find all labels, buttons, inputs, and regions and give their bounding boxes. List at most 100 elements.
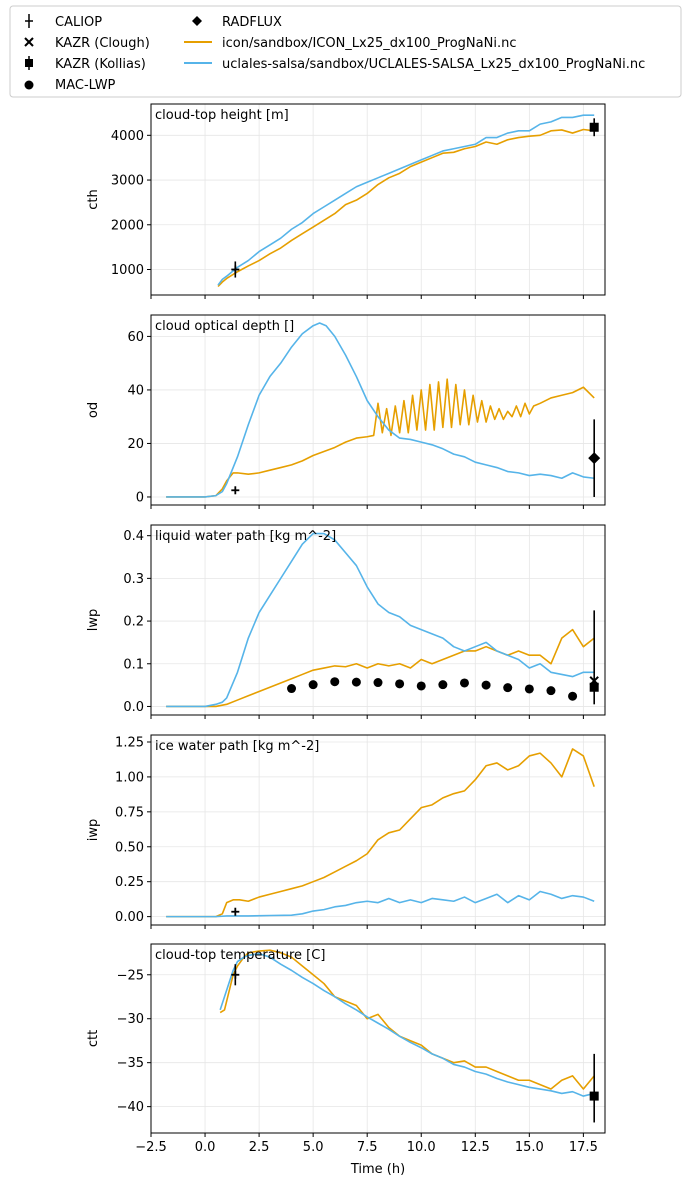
lwp-ytick-label: 0.4 [123, 529, 144, 544]
xtick-label: 12.5 [461, 1140, 490, 1155]
lwp-ylabel: lwp [86, 609, 101, 632]
lwp-obs-mac-lwp-marker [330, 677, 340, 687]
od-series-icon [166, 378, 595, 498]
lwp-obs-mac-lwp-marker [438, 680, 448, 690]
iwp-ytick-label: 1.25 [115, 735, 144, 750]
iwp-axes-frame [150, 734, 606, 926]
od-axes-frame [150, 314, 606, 506]
legend-label-uclales: uclales-salsa/sandbox/UCLALES-SALSA_Lx25… [222, 57, 645, 72]
panel-ctt: −40 −35 −30 −25 −2.5 0.0 2.5 5.0 7.5 10.0 12.5 15.0… [86, 943, 606, 1155]
legend-item-kazr-clough: KAZR (Clough) [24, 36, 150, 51]
ctt-ylabel: ctt [86, 1030, 101, 1047]
ctt-obs-kazr-kollias-marker [589, 1091, 599, 1101]
lwp-grid [150, 525, 605, 715]
lwp-series-uclales [166, 532, 595, 708]
cth-grid [150, 104, 605, 295]
lwp-obs-mac-lwp-marker [373, 678, 383, 688]
ctt-observations [231, 964, 599, 1123]
lwp-obs-kazr-kollias-marker [589, 682, 599, 692]
iwp-series-uclales [166, 890, 595, 918]
cth-yticks: 1000 2000 3000 4000 [111, 129, 151, 278]
lwp-obs-mac-lwp-marker [481, 680, 491, 690]
od-obs-radflux-marker [588, 452, 601, 465]
lwp-yticks: 0.0 0.1 0.2 0.3 0.4 [123, 529, 151, 715]
xtick-label: 2.5 [249, 1140, 270, 1155]
od-ylabel: od [86, 402, 101, 418]
xtick-label: 15.0 [515, 1140, 544, 1155]
cth-ytick-label: 3000 [111, 174, 144, 189]
cth-series-uclales [217, 114, 595, 286]
iwp-xticks [150, 925, 584, 929]
xtick-label: 10.0 [407, 1140, 436, 1155]
lwp-ytick-label: 0.3 [123, 572, 144, 587]
iwp-yticks: 0.00 0.25 0.50 0.75 1.00 1.25 [115, 735, 151, 925]
legend-label-radflux: RADFLUX [222, 15, 282, 30]
iwp-ytick-label: 0.25 [115, 875, 144, 890]
lwp-xticks [150, 715, 584, 719]
lwp-ytick-label: 0.0 [123, 700, 144, 715]
mac-lwp-marker-icon [24, 80, 34, 90]
lwp-obs-mac-lwp-marker [395, 679, 405, 689]
iwp-grid [150, 735, 605, 925]
ctt-grid [150, 944, 605, 1133]
od-yticks: 0 20 40 60 [127, 330, 151, 505]
panel-cth: 1000 2000 3000 4000 cloud-top height [m] cth [86, 103, 606, 299]
od-ytick-label: 40 [127, 383, 144, 398]
ctt-title: cloud-top temperature [C] [155, 948, 325, 963]
lwp-axes-frame [150, 524, 606, 716]
cth-observations [231, 118, 599, 278]
xlabel: Time (h) [350, 1162, 405, 1177]
ctt-ytick-label: −25 [117, 968, 144, 983]
xtick-label: 5.0 [303, 1140, 324, 1155]
iwp-ytick-label: 0.50 [115, 840, 144, 855]
lwp-series [166, 532, 595, 708]
legend-item-caliop: CALIOP [25, 14, 102, 30]
od-ytick-label: 0 [136, 490, 144, 505]
legend-label-mac-lwp: MAC-LWP [55, 78, 116, 93]
iwp-title: ice water path [kg m^-2] [155, 739, 319, 754]
xtick-label: 17.5 [569, 1140, 598, 1155]
ctt-series-icon [219, 949, 595, 1090]
legend-frame [9, 5, 682, 98]
ctt-xticks: −2.5 0.0 2.5 5.0 7.5 10.0 12.5 15.0 17.5 [135, 1133, 598, 1155]
xtick-label: 0.0 [195, 1140, 216, 1155]
panel-iwp: 0.00 0.25 0.50 0.75 1.00 1.25 ice water path [… [86, 734, 606, 929]
lwp-obs-mac-lwp-marker [416, 681, 426, 691]
od-title: cloud optical depth [] [155, 319, 294, 334]
ctt-series-uclales [219, 952, 595, 1097]
iwp-ytick-label: 0.00 [115, 910, 144, 925]
od-series [166, 322, 595, 498]
od-series-uclales [166, 322, 595, 498]
radflux-marker-icon [192, 16, 202, 26]
iwp-ylabel: iwp [86, 819, 101, 842]
cth-series-icon [217, 128, 595, 288]
cth-ytick-label: 2000 [111, 218, 144, 233]
cth-obs-kazr-kollias-marker [589, 122, 599, 132]
caliop-marker-icon [25, 14, 33, 28]
lwp-obs-mac-lwp-marker [546, 686, 556, 696]
od-ytick-label: 20 [127, 437, 144, 452]
legend-label-icon: icon/sandbox/ICON_Lx25_dx100_ProgNaNi.nc [222, 36, 516, 51]
od-observations [231, 419, 601, 497]
iwp-ytick-label: 0.75 [115, 805, 144, 820]
lwp-ytick-label: 0.1 [123, 657, 144, 672]
cth-axes-frame [150, 103, 606, 296]
kazr-kollias-marker-icon [25, 56, 33, 70]
legend-item-icon: icon/sandbox/ICON_Lx25_dx100_ProgNaNi.nc [184, 36, 516, 51]
legend-item-mac-lwp: MAC-LWP [24, 78, 116, 93]
ctt-ytick-label: −40 [117, 1100, 144, 1115]
ctt-yticks: −40 −35 −30 −25 [117, 968, 151, 1115]
legend-label-kazr-clough: KAZR (Clough) [55, 36, 150, 51]
cth-ylabel: cth [86, 189, 101, 209]
legend: CALIOP KAZR (Clough) KAZR (Kollias) MAC-… [9, 5, 682, 98]
lwp-obs-mac-lwp-marker [459, 678, 469, 688]
lwp-obs-mac-lwp-marker [503, 683, 513, 693]
od-xticks [150, 505, 584, 509]
panel-od: 0 20 40 60 cloud optical depth [] od [86, 314, 606, 509]
cth-xticks [150, 295, 584, 299]
lwp-observations [287, 610, 599, 705]
lwp-obs-mac-lwp-marker [568, 691, 578, 701]
iwp-series [166, 748, 595, 918]
panels: 1000 2000 3000 4000 cloud-top height [m] cth 0… [86, 103, 606, 1177]
lwp-ytick-label: 0.2 [123, 615, 144, 630]
